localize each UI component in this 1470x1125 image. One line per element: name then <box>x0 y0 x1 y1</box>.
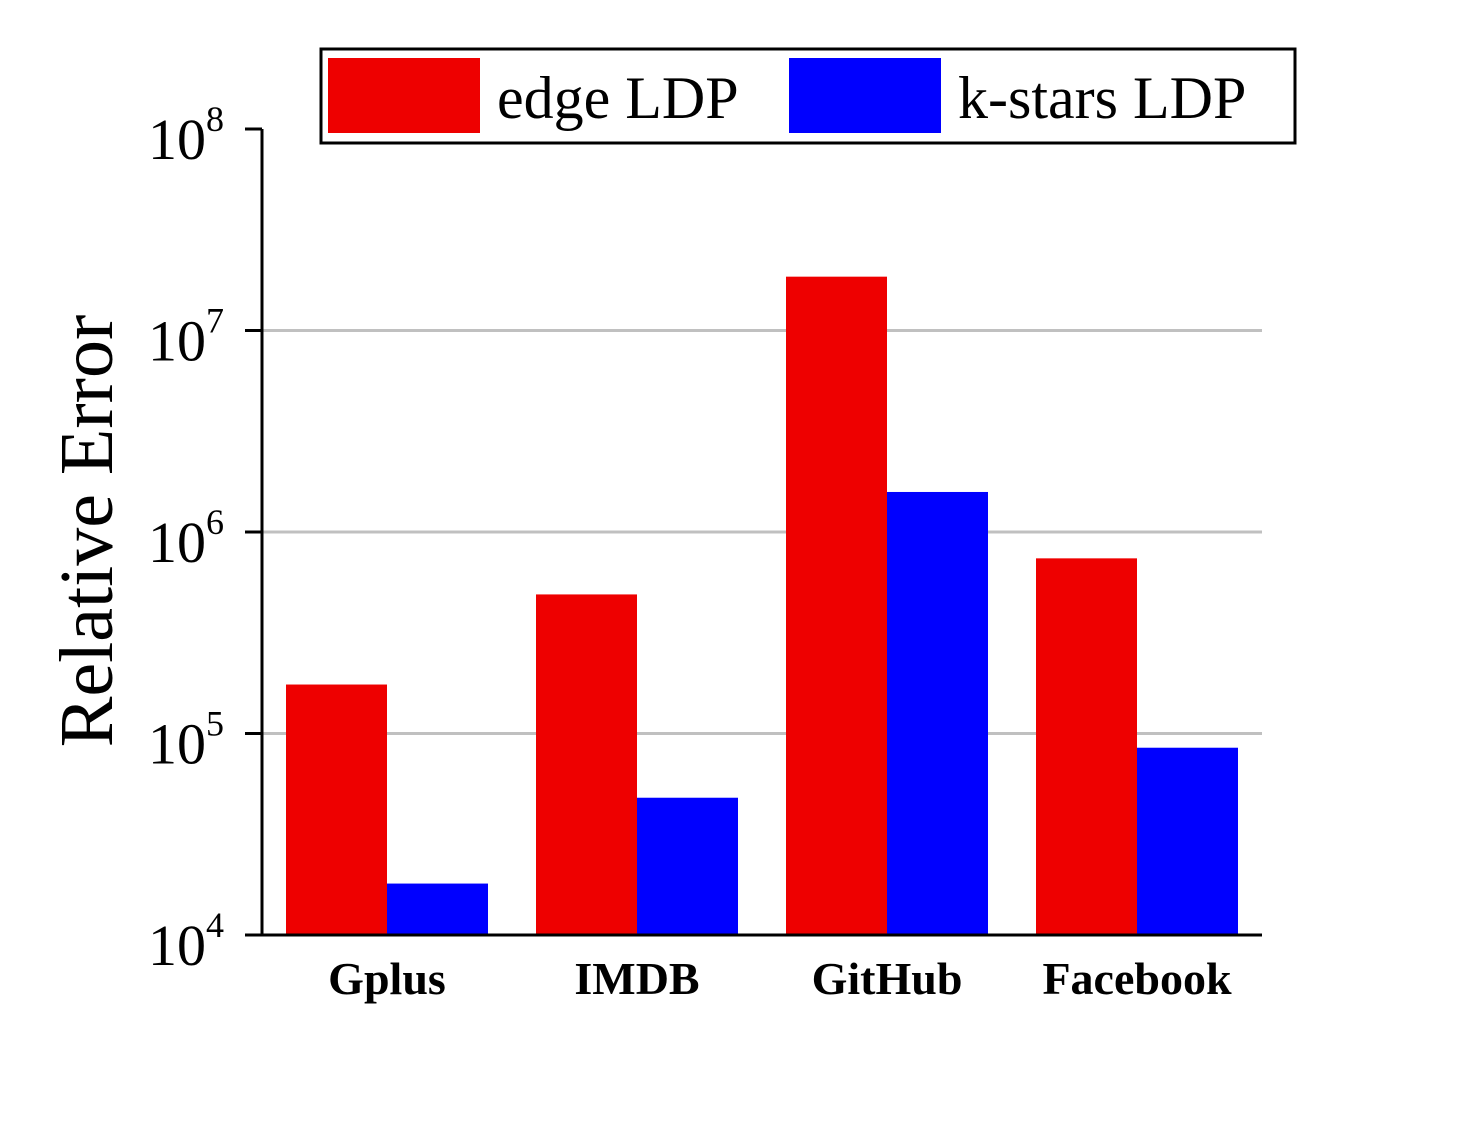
bar-k-stars-ldp-facebook <box>1137 747 1238 935</box>
x-tick-label: Facebook <box>1042 953 1232 1004</box>
y-tick-label: 107 <box>148 301 224 374</box>
legend: edge LDP k-stars LDP <box>319 47 1297 145</box>
x-tick-label: IMDB <box>574 953 699 1004</box>
y-ticks: 104 105 106 107 108 <box>148 99 262 978</box>
y-tick-label: 106 <box>148 502 224 575</box>
x-tick-label: GitHub <box>812 953 963 1004</box>
bar-k-stars-ldp-github <box>887 491 988 935</box>
legend-label-k-stars-ldp: k-stars LDP <box>958 65 1246 131</box>
bar-k-stars-ldp-gplus <box>387 883 488 935</box>
bar-edge-ldp-gplus <box>286 684 387 935</box>
x-tick-labels: Gplus IMDB GitHub Facebook <box>328 953 1232 1004</box>
bar-edge-ldp-imdb <box>536 594 637 935</box>
y-tick-label: 105 <box>148 704 224 777</box>
x-tick-label: Gplus <box>328 953 446 1004</box>
legend-label-edge-ldp: edge LDP <box>497 65 739 131</box>
y-tick-label: 104 <box>148 905 224 978</box>
bar-edge-ldp-github <box>786 276 887 935</box>
y-tick-label: 108 <box>148 99 224 172</box>
bar-edge-ldp-facebook <box>1036 558 1137 935</box>
bars <box>286 276 1238 935</box>
bar-k-stars-ldp-imdb <box>637 797 738 935</box>
y-axis-label: Relative Error <box>45 315 129 748</box>
legend-swatch-k-stars-ldp <box>789 58 941 133</box>
legend-swatch-edge-ldp <box>328 58 480 133</box>
